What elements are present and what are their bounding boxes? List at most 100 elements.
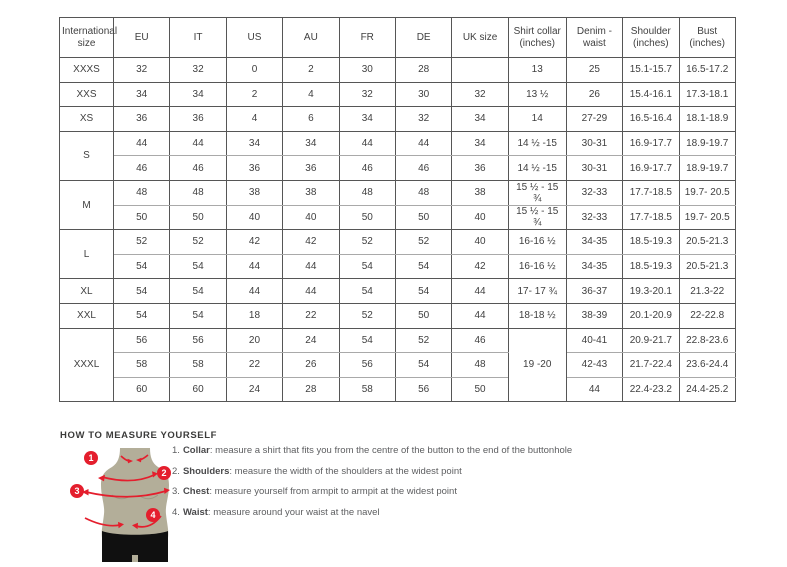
data-cell: 27-29 — [565, 106, 624, 132]
data-cell: 54 — [169, 253, 227, 280]
data-cell: 44 — [225, 253, 284, 280]
column-header: Shirt collar (inches) — [507, 17, 567, 58]
data-cell: 14 — [507, 106, 567, 132]
data-cell: 58 — [169, 352, 227, 378]
step-text: : measure the width of the shoulders at … — [229, 465, 462, 477]
data-cell: 50 — [112, 204, 171, 231]
step-number: 1. — [172, 445, 180, 456]
international-size-cell: XS — [59, 106, 114, 132]
data-cell: 19.3-20.1 — [622, 278, 680, 304]
data-cell: 58 — [112, 352, 171, 378]
data-cell: 40 — [451, 229, 509, 255]
table-row: 58 58 22 26 56 54 48 42-43 21.7-22.4 23.6-24.4 — [60, 352, 736, 378]
data-cell: 19.7- 20.5 — [678, 204, 736, 231]
data-cell: 16-16 ½ — [507, 253, 567, 280]
data-cell: 20.5-21.3 — [678, 253, 736, 280]
data-cell: 17.7-18.5 — [622, 204, 680, 231]
data-cell: 44 — [451, 278, 509, 304]
data-cell: 13 ½ — [507, 81, 567, 108]
data-cell: 18.5-19.3 — [622, 253, 680, 280]
shoulder-arrowhead-right — [152, 471, 158, 478]
data-cell: 20 — [225, 327, 284, 354]
collar-arrowhead-left — [127, 458, 133, 464]
table-row: 60 60 24 28 58 56 50 44 22.4-23.2 24.4-25.2 — [60, 376, 736, 403]
international-size-cell: L — [59, 229, 114, 280]
column-header: IT — [169, 17, 227, 58]
data-cell: 48 — [394, 179, 453, 206]
data-cell: 28 — [394, 57, 453, 83]
data-cell: 36-37 — [565, 278, 624, 304]
international-size-cell: XXXS — [59, 57, 114, 83]
waist-arrowhead-left — [118, 521, 124, 529]
data-cell: 16.5-17.2 — [678, 57, 736, 83]
data-cell: 44 — [394, 130, 453, 157]
data-cell: 18.5-19.3 — [622, 229, 680, 255]
data-cell: 46 — [451, 327, 509, 354]
international-size-cell: XL — [59, 278, 114, 304]
step-label: Waist — [182, 506, 208, 518]
data-cell: 34 — [282, 130, 340, 157]
measure-step: 2. Shoulders: measure the width of the sh… — [172, 462, 572, 483]
data-cell: 54 — [112, 302, 171, 329]
data-cell: 15.4-16.1 — [622, 81, 680, 108]
data-cell — [451, 57, 509, 83]
data-cell: 22.8-23.6 — [678, 327, 736, 354]
data-cell: 54 — [338, 278, 396, 304]
data-cell: 20.1-20.9 — [622, 302, 680, 329]
data-cell: 15 ½ - 15 ¾ — [507, 204, 567, 231]
step-number: 4. — [172, 506, 180, 518]
measure-step: 3. Chest: measure yourself from armpit to… — [172, 482, 572, 503]
data-cell: 50 — [394, 302, 453, 329]
data-cell: 60 — [112, 376, 171, 403]
data-cell: 13 — [507, 57, 567, 83]
data-cell: 52 — [169, 229, 227, 255]
shoulder-arrow — [101, 474, 155, 482]
figure-badge-2 — [157, 466, 171, 480]
data-cell: 54 — [169, 278, 227, 304]
data-cell: 36 — [225, 155, 284, 181]
column-header: UK size — [451, 17, 509, 58]
data-cell: 38 — [225, 179, 284, 206]
shoulder-arrowhead-left — [98, 474, 105, 482]
data-cell: 18.9-19.7 — [678, 130, 736, 157]
data-cell: 46 — [394, 155, 453, 181]
data-cell: 32 — [394, 106, 453, 132]
data-cell: 42 — [282, 229, 340, 255]
figure-badge-1 — [84, 451, 98, 465]
data-cell: 16.9-17.7 — [622, 130, 680, 157]
chest-contour-right — [139, 494, 159, 500]
chest-arrow — [85, 490, 167, 498]
data-cell: 30-31 — [565, 155, 624, 181]
column-header: FR — [338, 17, 396, 58]
data-cell: 54 — [394, 352, 453, 378]
data-cell: 40 — [225, 204, 284, 231]
measurement-figure: 1 2 3 4 — [69, 448, 183, 562]
data-cell: 46 — [112, 155, 171, 181]
data-cell: 44 — [451, 302, 509, 329]
data-cell: 58 — [338, 376, 396, 403]
data-cell: 22 — [282, 302, 340, 329]
step-label: Shoulders — [182, 465, 230, 477]
data-cell: 56 — [338, 352, 396, 378]
data-cell: 16.9-17.7 — [622, 155, 680, 181]
data-cell: 40 — [451, 204, 509, 231]
collar-arrowhead-right — [136, 457, 142, 463]
step-text: : measure a shirt that fits you from the… — [209, 445, 573, 456]
step-text: : measure yourself from armpit to armpit… — [209, 486, 457, 498]
data-cell: 22-22.8 — [678, 302, 736, 329]
torso-illustration-icon: 1 2 3 4 — [70, 448, 171, 562]
data-cell: 14 ½ -15 — [507, 130, 567, 157]
measure-step: 4. Waist: measure around your waist at th… — [172, 503, 572, 524]
figure-badge-4-label: 4 — [150, 510, 155, 520]
data-cell: 18 — [225, 302, 284, 329]
data-cell: 28 — [282, 376, 340, 403]
data-cell: 44 — [282, 253, 340, 280]
data-cell: 44 — [282, 278, 340, 304]
step-number: 2. — [172, 465, 180, 477]
data-cell: 30 — [338, 57, 396, 83]
figure-badge-3-label: 3 — [74, 486, 79, 496]
size-chart-table: International size EU IT US AU FR DE UK size Shi… — [59, 17, 736, 403]
table-row: XXL 54 54 18 22 52 50 44 18-18 ½ 38-39 20.1-20.9 22… — [59, 302, 736, 329]
data-cell: 48 — [451, 352, 509, 378]
data-cell: 20.9-21.7 — [622, 327, 680, 354]
